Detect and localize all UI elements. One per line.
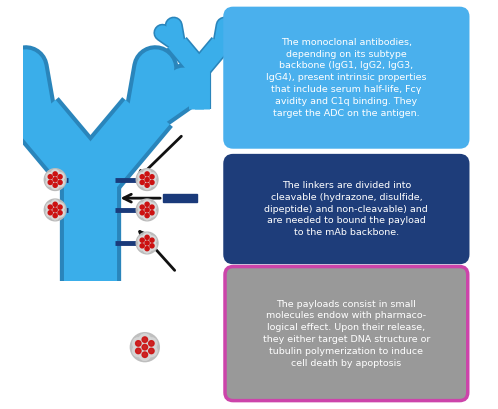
Circle shape [145,202,149,206]
Circle shape [147,178,156,187]
Circle shape [145,247,149,251]
Circle shape [136,232,158,254]
Circle shape [145,241,149,245]
Circle shape [142,211,152,220]
Circle shape [58,211,62,215]
Circle shape [137,241,147,250]
Text: The payloads consist in small
molecules endow with pharmaco-
logical effect. Upo: The payloads consist in small molecules … [262,299,430,368]
Circle shape [55,178,65,187]
Circle shape [51,181,60,190]
Circle shape [147,208,156,217]
Circle shape [145,178,149,182]
Circle shape [53,213,57,218]
Circle shape [51,211,60,220]
Circle shape [142,175,152,184]
Circle shape [150,211,154,215]
Circle shape [142,233,152,242]
Circle shape [51,205,60,214]
Circle shape [145,337,157,349]
Circle shape [48,205,52,209]
Circle shape [55,202,65,212]
Circle shape [150,180,154,184]
Text: The monoclonal antibodies,
depending on its subtype
backbone (IgG1, IgG2, IgG3,
: The monoclonal antibodies, depending on … [266,38,427,118]
Circle shape [147,236,156,245]
FancyBboxPatch shape [225,155,468,263]
Circle shape [48,175,52,179]
Circle shape [142,181,152,190]
Circle shape [145,213,149,218]
Circle shape [140,180,144,184]
Circle shape [135,341,141,346]
Circle shape [142,344,147,350]
Circle shape [137,178,147,187]
FancyBboxPatch shape [225,267,468,400]
Circle shape [140,205,144,209]
Circle shape [139,341,151,353]
Circle shape [53,202,57,206]
Circle shape [145,345,157,357]
Circle shape [46,208,55,217]
Circle shape [53,178,57,182]
Circle shape [132,345,144,357]
Circle shape [150,238,154,242]
Circle shape [150,175,154,179]
Circle shape [48,211,52,215]
Circle shape [147,241,156,250]
Circle shape [58,175,62,179]
Circle shape [58,205,62,209]
Circle shape [140,244,144,248]
Circle shape [53,208,57,212]
Circle shape [51,169,60,178]
Circle shape [44,169,66,191]
Circle shape [145,183,149,187]
Circle shape [55,172,65,181]
Circle shape [137,208,147,217]
Circle shape [142,169,152,178]
Circle shape [140,211,144,215]
Circle shape [150,205,154,209]
Circle shape [130,333,159,362]
Circle shape [46,178,55,187]
Circle shape [142,205,152,214]
Circle shape [46,172,55,181]
Circle shape [132,337,144,349]
Circle shape [148,341,154,346]
Circle shape [142,238,152,247]
Circle shape [51,200,60,209]
Circle shape [147,172,156,181]
Circle shape [150,244,154,248]
Circle shape [139,334,151,346]
Circle shape [147,202,156,212]
Circle shape [145,235,149,239]
Circle shape [145,172,149,176]
Circle shape [51,175,60,184]
Circle shape [137,236,147,245]
Circle shape [48,180,52,184]
FancyBboxPatch shape [163,194,197,202]
Circle shape [136,169,158,191]
Circle shape [55,208,65,217]
Text: The linkers are divided into
cleavable (hydrazone, disulfide,
dipeptide) and non: The linkers are divided into cleavable (… [264,181,428,237]
Circle shape [140,175,144,179]
Circle shape [142,337,147,342]
Circle shape [142,200,152,209]
Circle shape [58,180,62,184]
Circle shape [44,199,66,221]
Circle shape [136,199,158,221]
Circle shape [145,208,149,212]
Circle shape [135,348,141,354]
Circle shape [142,352,147,357]
Circle shape [53,183,57,187]
Circle shape [137,202,147,212]
Circle shape [46,202,55,212]
Circle shape [137,172,147,181]
FancyBboxPatch shape [225,9,468,147]
Circle shape [148,348,154,354]
Circle shape [53,172,57,176]
Circle shape [139,348,151,361]
Circle shape [140,238,144,242]
Circle shape [142,244,152,253]
